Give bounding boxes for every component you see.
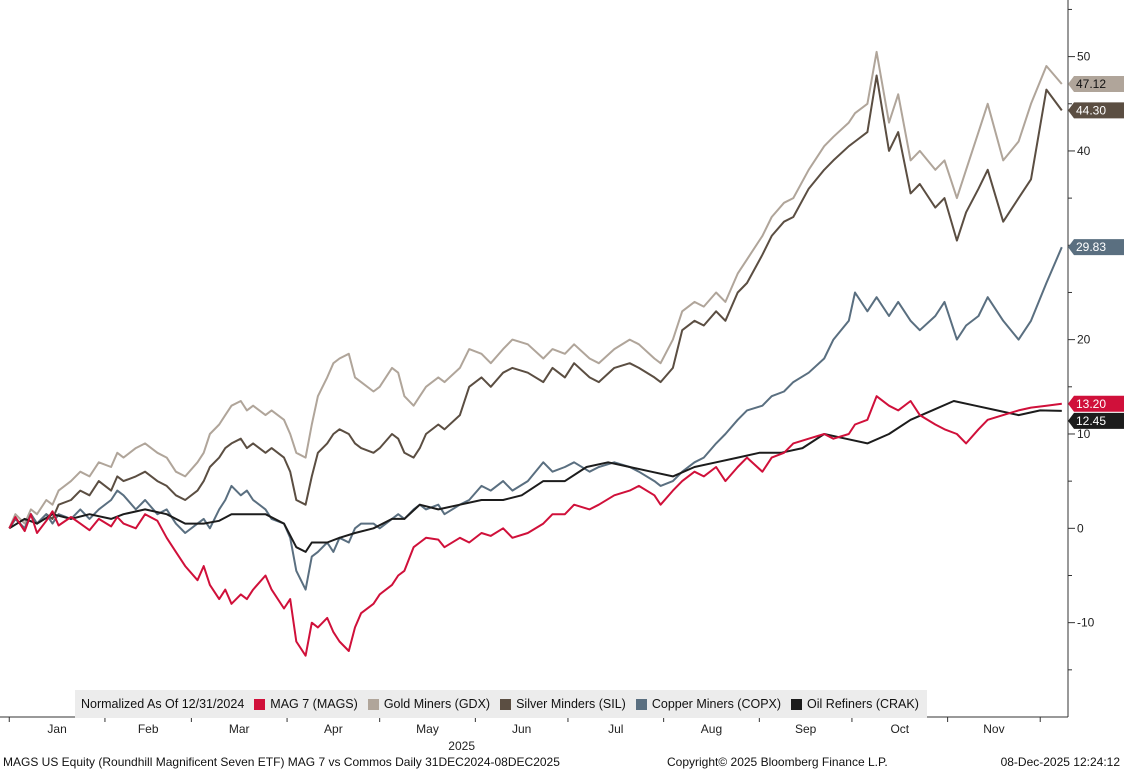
series-layer: [8, 50, 1063, 657]
legend-swatch: [635, 698, 647, 710]
last-value-tags: 12.45 13.20 47.12 44.30 29.83: [1068, 75, 1124, 429]
value-tag-0: 13.20: [1068, 395, 1124, 412]
series-line-4: [8, 400, 1062, 553]
value-tag-shape: [1068, 412, 1124, 429]
value-tag-label: 12.45: [1076, 414, 1106, 428]
legend-entry-0: MAG 7 (MAGS): [254, 697, 358, 711]
x-tick-label: Nov: [983, 722, 1004, 736]
y-tick-label: -10: [1077, 616, 1095, 630]
y-tick-label: 50: [1077, 50, 1091, 64]
value-tag-label: 44.30: [1076, 103, 1106, 117]
x-tick-label: May: [416, 722, 439, 736]
legend-label: Copper Miners (COPX): [651, 697, 782, 711]
legend-title: Normalized As Of 12/31/2024: [81, 697, 245, 711]
x-tick-label: Sep: [795, 722, 817, 736]
value-tag-1: 47.12: [1068, 75, 1124, 92]
x-tick-label: Apr: [324, 722, 343, 736]
value-tag-shape: [1068, 239, 1124, 256]
footer-timestamp: 08-Dec-2025 12:24:12: [1000, 755, 1120, 769]
series-line-1: [8, 50, 1063, 529]
x-tick-label: Jul: [608, 722, 623, 736]
value-tag-2: 44.30: [1068, 102, 1124, 119]
legend-label: Silver Minders (SIL): [516, 697, 626, 711]
x-axis-year-label: 2025: [448, 739, 475, 750]
legend-swatch: [791, 698, 803, 710]
x-tick-label: Jan: [47, 722, 66, 736]
legend-entry-4: Oil Refiners (CRAK): [791, 697, 919, 711]
series-line-0: [8, 395, 1062, 657]
x-tick-label: Feb: [138, 722, 159, 736]
series-line-2: [8, 74, 1063, 530]
x-tick-label: Oct: [890, 722, 909, 736]
x-tick-label: Jun: [512, 722, 531, 736]
y-axis: -10 0 10 20 40 50: [1068, 8, 1095, 671]
value-tag-label: 13.20: [1076, 397, 1106, 411]
y-tick-label: 0: [1077, 521, 1084, 535]
legend-entry-1: Gold Miners (GDX): [367, 697, 491, 711]
legend-label: Oil Refiners (CRAK): [807, 697, 919, 711]
value-tag-shape: [1068, 395, 1124, 412]
x-tick-label: Aug: [701, 722, 722, 736]
y-tick-label: 10: [1077, 427, 1091, 441]
x-axis: Jan Feb Mar Apr May Jun Jul Aug Sep Oct Nov: [8, 717, 1041, 736]
legend-label: Gold Miners (GDX): [383, 697, 491, 711]
value-tag-4: 12.45: [1068, 412, 1124, 429]
legend-swatch: [367, 698, 379, 710]
x-tick-label: Mar: [229, 722, 250, 736]
y-tick-label: 40: [1077, 144, 1091, 158]
value-tag-label: 47.12: [1076, 77, 1106, 91]
legend-entry-2: Silver Minders (SIL): [500, 697, 626, 711]
y-tick-label: 20: [1077, 333, 1091, 347]
legend: Normalized As Of 12/31/2024 MAG 7 (MAGS)…: [75, 690, 927, 718]
footer-description: MAGS US Equity (Roundhill Magnificent Se…: [3, 755, 560, 769]
legend-entry-3: Copper Miners (COPX): [635, 697, 782, 711]
legend-swatch: [254, 698, 266, 710]
value-tag-shape: [1068, 75, 1124, 92]
value-tag-shape: [1068, 102, 1124, 119]
legend-swatch: [500, 698, 512, 710]
value-tag-label: 29.83: [1076, 240, 1106, 254]
line-chart: Jan Feb Mar Apr May Jun Jul Aug Sep Oct Nov -10 0 10…: [0, 0, 1124, 750]
value-tag-3: 29.83: [1068, 239, 1124, 256]
legend-label: MAG 7 (MAGS): [270, 697, 358, 711]
footer-copyright: Copyright© 2025 Bloomberg Finance L.P.: [667, 755, 888, 769]
